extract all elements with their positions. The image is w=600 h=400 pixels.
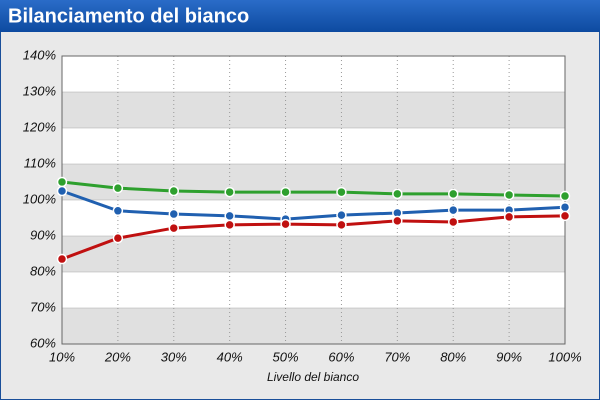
series-line xyxy=(61,189,566,221)
chart-title: Bilanciamento del bianco xyxy=(8,5,249,27)
data-point xyxy=(56,176,68,188)
y-tick-label: 130% xyxy=(23,83,56,98)
x-tick-label: 30% xyxy=(161,349,187,364)
y-tick-label: 110% xyxy=(24,155,56,170)
series-line xyxy=(61,214,566,261)
data-point xyxy=(280,218,291,230)
data-point xyxy=(447,204,459,216)
grid-band xyxy=(62,92,565,128)
y-tick-label: 120% xyxy=(23,119,56,134)
y-tick-label: 70% xyxy=(30,299,56,314)
x-tick-label: 50% xyxy=(273,349,299,364)
data-point xyxy=(559,190,571,202)
x-axis-label: Livello del bianco xyxy=(267,370,359,384)
data-point xyxy=(336,219,347,231)
data-point xyxy=(56,253,68,265)
data-point xyxy=(503,189,515,201)
y-tick-label: 60% xyxy=(30,335,56,350)
data-point xyxy=(224,219,235,231)
x-tick-label: 100% xyxy=(548,349,581,364)
data-point xyxy=(392,188,403,200)
data-point xyxy=(112,205,124,217)
data-point xyxy=(224,186,235,198)
data-point xyxy=(447,188,459,200)
data-point xyxy=(447,216,459,228)
grid-band xyxy=(62,236,565,272)
data-point xyxy=(56,185,68,197)
x-tick-label: 20% xyxy=(104,349,131,364)
x-tick-label: 40% xyxy=(217,349,243,364)
data-point xyxy=(280,186,291,198)
y-tick-label: 100% xyxy=(23,191,56,206)
y-tick-label: 140% xyxy=(23,47,56,62)
x-tick-label: 60% xyxy=(328,349,354,364)
x-tick-label: 10% xyxy=(49,349,75,364)
x-tick-label: 90% xyxy=(496,349,522,364)
header xyxy=(0,0,600,32)
y-tick-label: 90% xyxy=(30,227,56,242)
data-point xyxy=(168,222,180,234)
x-tick-label: 70% xyxy=(384,349,410,364)
data-point xyxy=(392,215,403,227)
data-point xyxy=(559,201,571,213)
data-point xyxy=(503,211,515,223)
series-line xyxy=(61,180,566,198)
data-point xyxy=(336,186,347,198)
y-tick-label: 80% xyxy=(30,263,56,278)
data-point xyxy=(112,182,124,194)
data-point xyxy=(224,210,235,222)
data-point xyxy=(336,209,347,221)
data-point xyxy=(168,185,180,197)
data-point xyxy=(112,232,124,244)
data-point xyxy=(168,208,180,220)
x-tick-label: 80% xyxy=(440,349,466,364)
data-point xyxy=(559,210,571,222)
grid-band xyxy=(62,308,565,344)
